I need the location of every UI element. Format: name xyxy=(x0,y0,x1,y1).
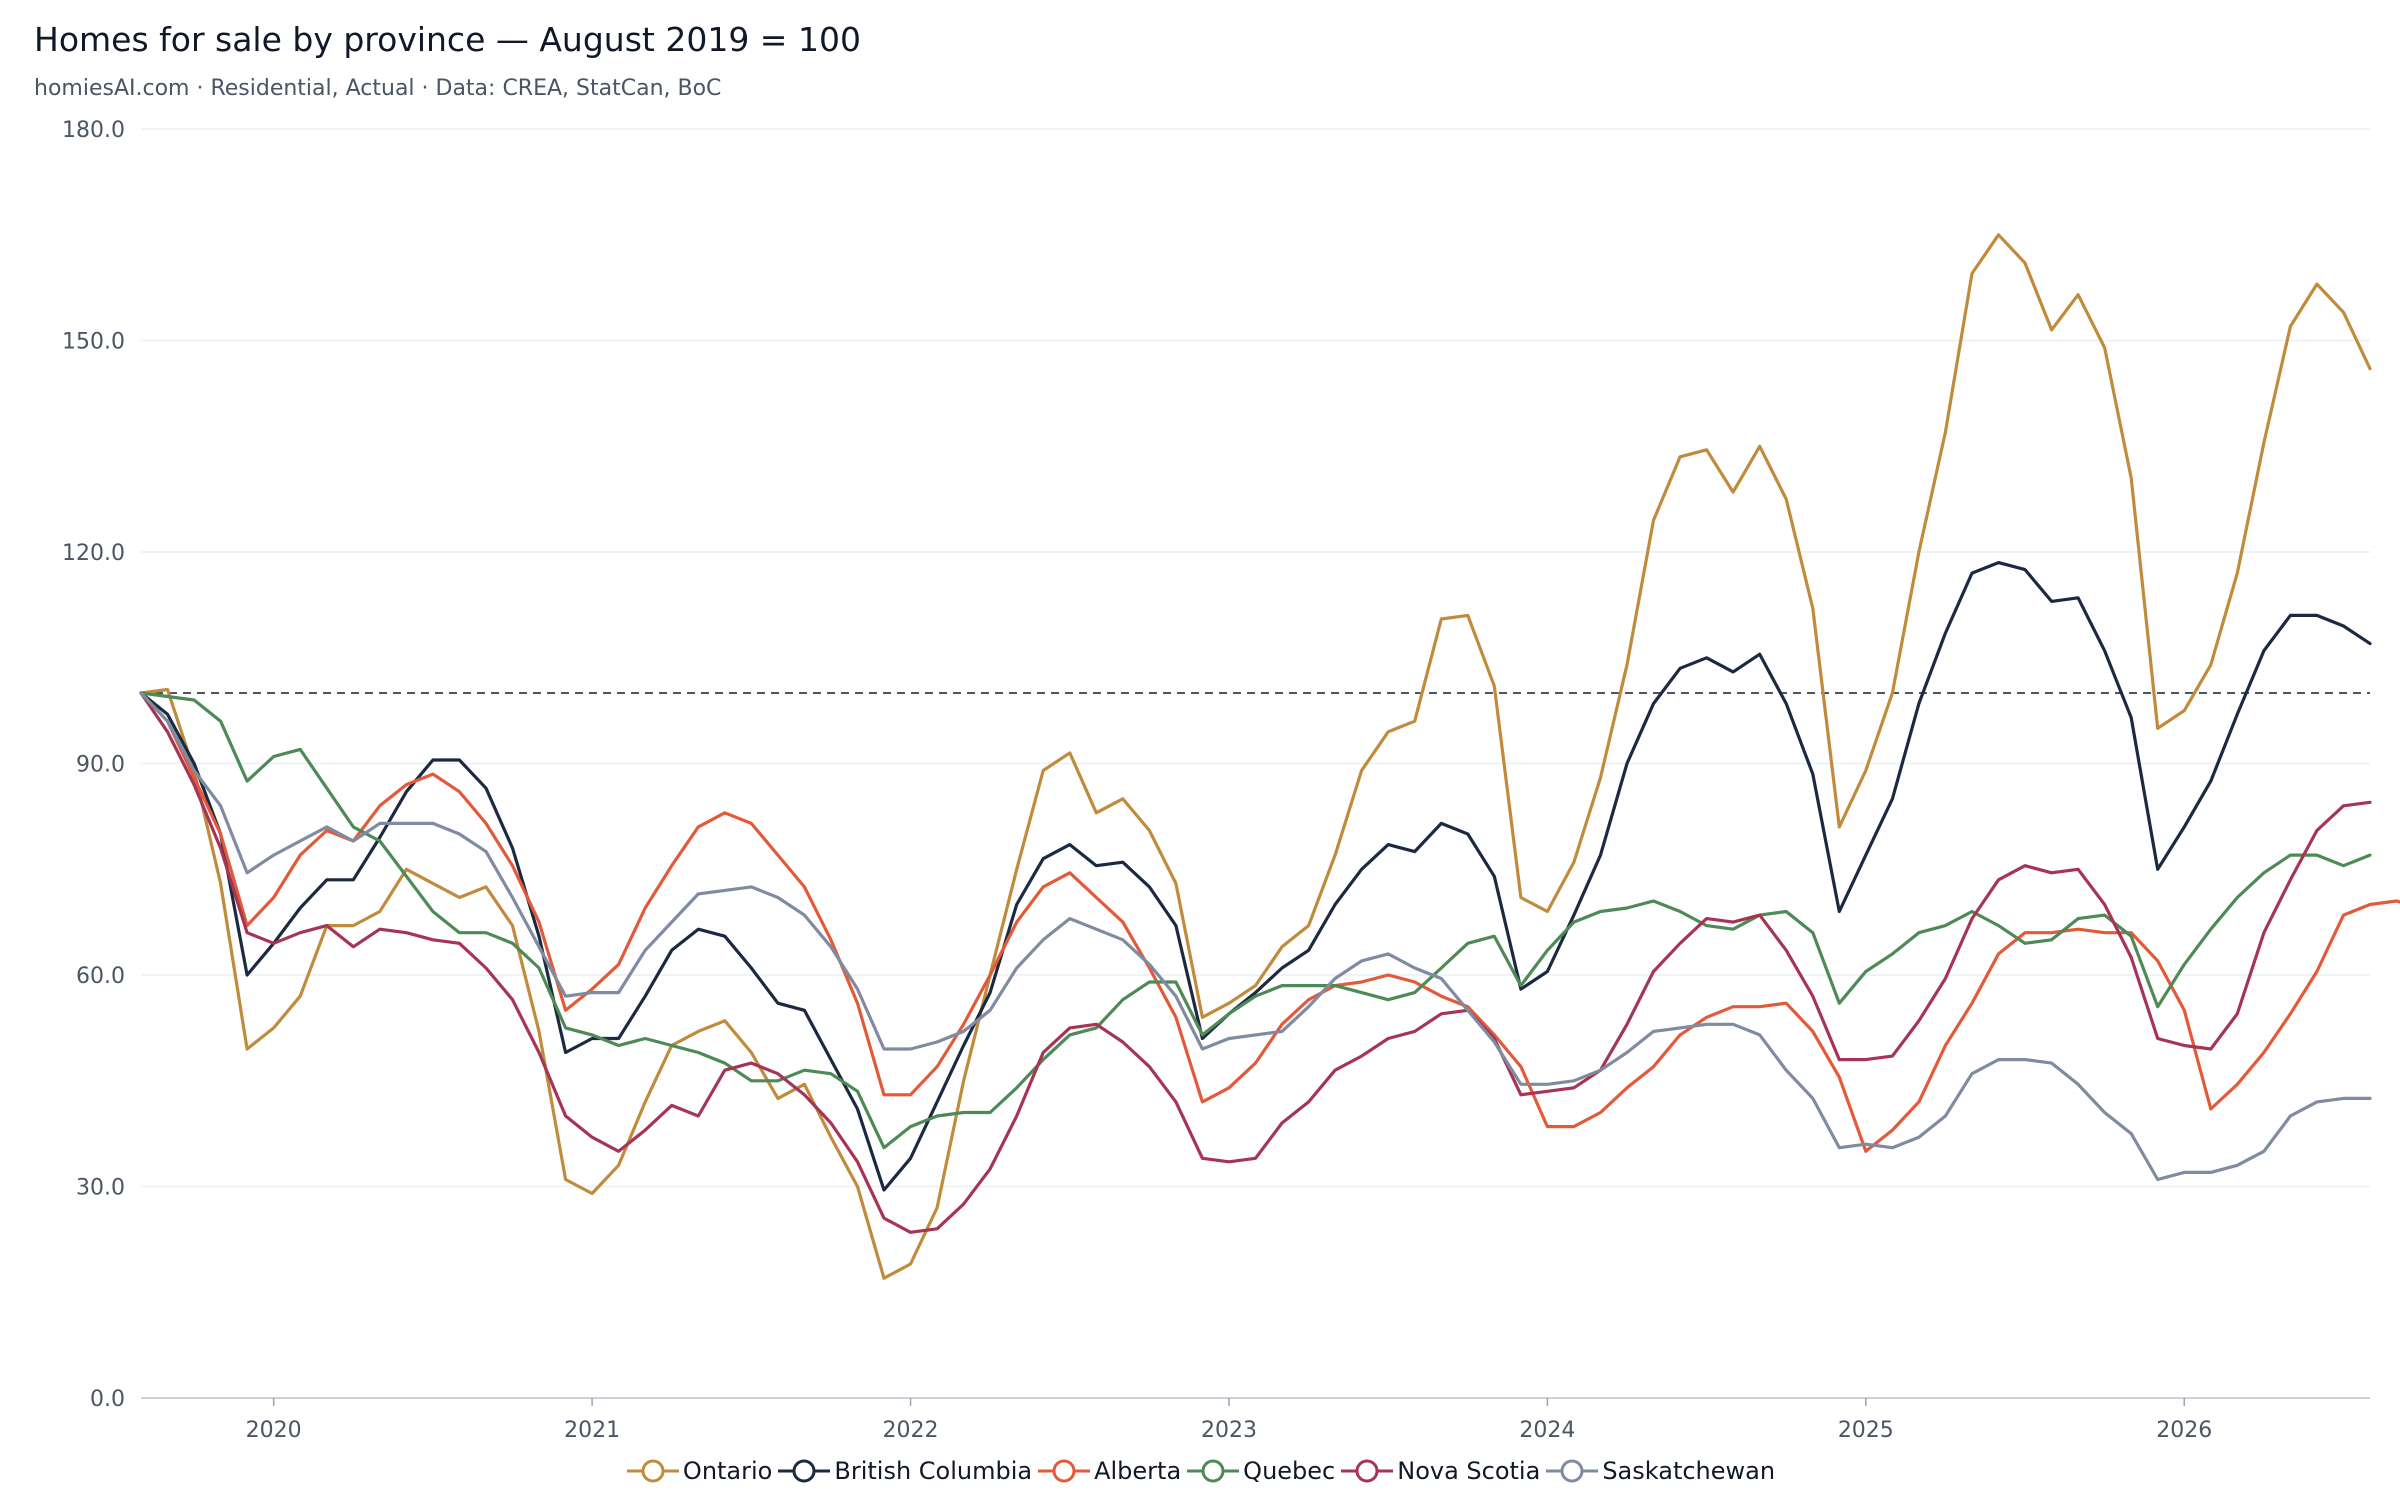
line-chart: 0.0 30.0 60.0 90.0 120.0 150.0 180.0 2020 2021 20… xyxy=(62,118,2400,1440)
y-tick-label: 180.0 xyxy=(62,118,125,143)
legend-item: Ontario xyxy=(625,1456,772,1485)
x-tick-label: 2025 xyxy=(1838,1418,1894,1440)
x-tick-label: 2026 xyxy=(2156,1418,2212,1440)
series-line-quebec xyxy=(139,691,2372,1150)
x-tick-label: 2023 xyxy=(1201,1418,1257,1440)
legend-swatch xyxy=(1544,1458,1600,1484)
legend-swatch xyxy=(776,1458,832,1484)
legend-swatch xyxy=(1339,1458,1395,1484)
y-tick-label: 150.0 xyxy=(62,330,125,355)
series-line-saskatchewan xyxy=(139,691,2372,1182)
y-tick-label: 120.0 xyxy=(62,541,125,566)
legend-label: Ontario xyxy=(682,1456,773,1485)
legend-swatch xyxy=(625,1458,681,1484)
x-tick-label: 2022 xyxy=(883,1418,939,1440)
series-line-british-columbia xyxy=(139,560,2372,1192)
series-line-alberta xyxy=(139,691,2400,1153)
legend-label: Alberta xyxy=(1094,1456,1182,1485)
legend-item: Quebec xyxy=(1185,1456,1335,1485)
chart-legend: Ontario British Columbia Alberta Quebec Nova… xyxy=(0,1455,2400,1485)
legend-swatch xyxy=(1036,1458,1092,1484)
series-line-nova-scotia xyxy=(139,691,2372,1234)
y-tick-label: 90.0 xyxy=(76,753,125,778)
y-tick-label: 30.0 xyxy=(76,1176,125,1201)
y-tick-label: 0.0 xyxy=(90,1387,125,1412)
legend-item: Nova Scotia xyxy=(1339,1456,1540,1485)
chart-subtitle: homiesAI.com · Residential, Actual · Dat… xyxy=(34,76,722,101)
legend-item: Saskatchewan xyxy=(1544,1456,1775,1485)
series-line-ontario xyxy=(139,233,2372,1280)
legend-label: British Columbia xyxy=(834,1456,1033,1485)
x-tick-label: 2024 xyxy=(1519,1418,1575,1440)
legend-label: Saskatchewan xyxy=(1602,1456,1776,1485)
legend-item: British Columbia xyxy=(776,1456,1032,1485)
legend-label: Nova Scotia xyxy=(1397,1456,1541,1485)
legend-label: Quebec xyxy=(1243,1456,1336,1485)
legend-item: Alberta xyxy=(1036,1456,1181,1485)
x-tick-label: 2020 xyxy=(246,1418,302,1440)
y-tick-label: 60.0 xyxy=(76,964,125,989)
x-tick-label: 2021 xyxy=(564,1418,620,1440)
legend-swatch xyxy=(1185,1458,1241,1484)
chart-title: Homes for sale by province — August 2019… xyxy=(34,20,861,59)
